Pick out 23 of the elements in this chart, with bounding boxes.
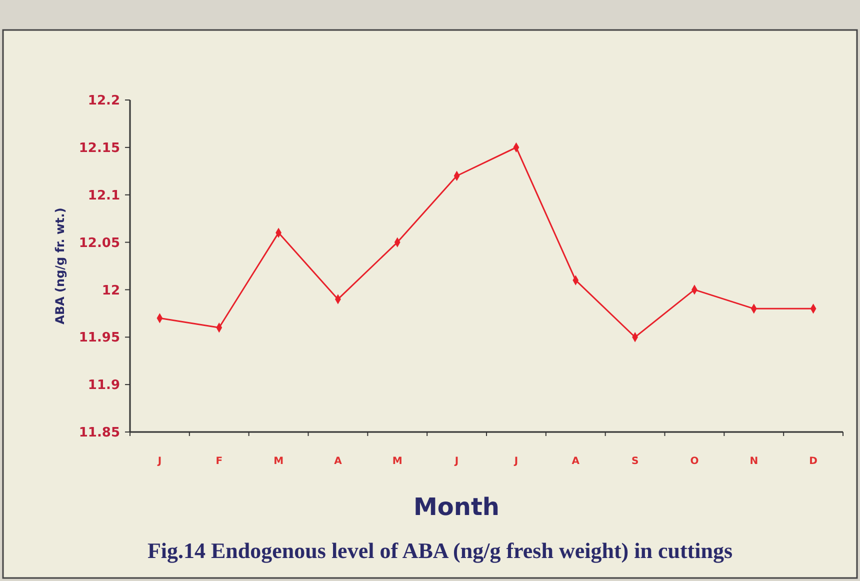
y-tick-label: 12 — [102, 283, 120, 298]
y-axis-title: ABA (ng/g fr. wt.) — [53, 208, 67, 324]
x-tick-label: O — [690, 456, 699, 467]
y-tick-label: 12.1 — [88, 188, 120, 204]
x-tick-label: A — [334, 456, 342, 467]
y-tick-label: 11.9 — [88, 378, 120, 394]
x-tick-label: A — [572, 456, 580, 467]
y-tick-label: 12.2 — [88, 94, 120, 109]
y-tick-label: 11.85 — [78, 426, 120, 441]
x-axis-title: Month — [413, 493, 500, 521]
y-tick-label: 12.15 — [78, 140, 120, 156]
y-tick-label: 11.95 — [78, 330, 120, 346]
x-tick-label: J — [156, 456, 162, 467]
x-tick-label: M — [274, 456, 284, 467]
x-tick-label: N — [750, 456, 758, 467]
caption: Fig.14 Endogenous level of ABA (ng/g fresh weight) in cuttings — [147, 538, 733, 563]
x-tick-label: F — [216, 456, 223, 467]
y-tick-label: 12.05 — [78, 236, 120, 251]
x-tick-label: S — [631, 456, 639, 467]
x-tick-label: J — [454, 456, 459, 467]
x-tick-label: D — [809, 456, 818, 467]
x-tick-label: M — [392, 456, 402, 467]
x-tick-label: J — [513, 456, 518, 467]
